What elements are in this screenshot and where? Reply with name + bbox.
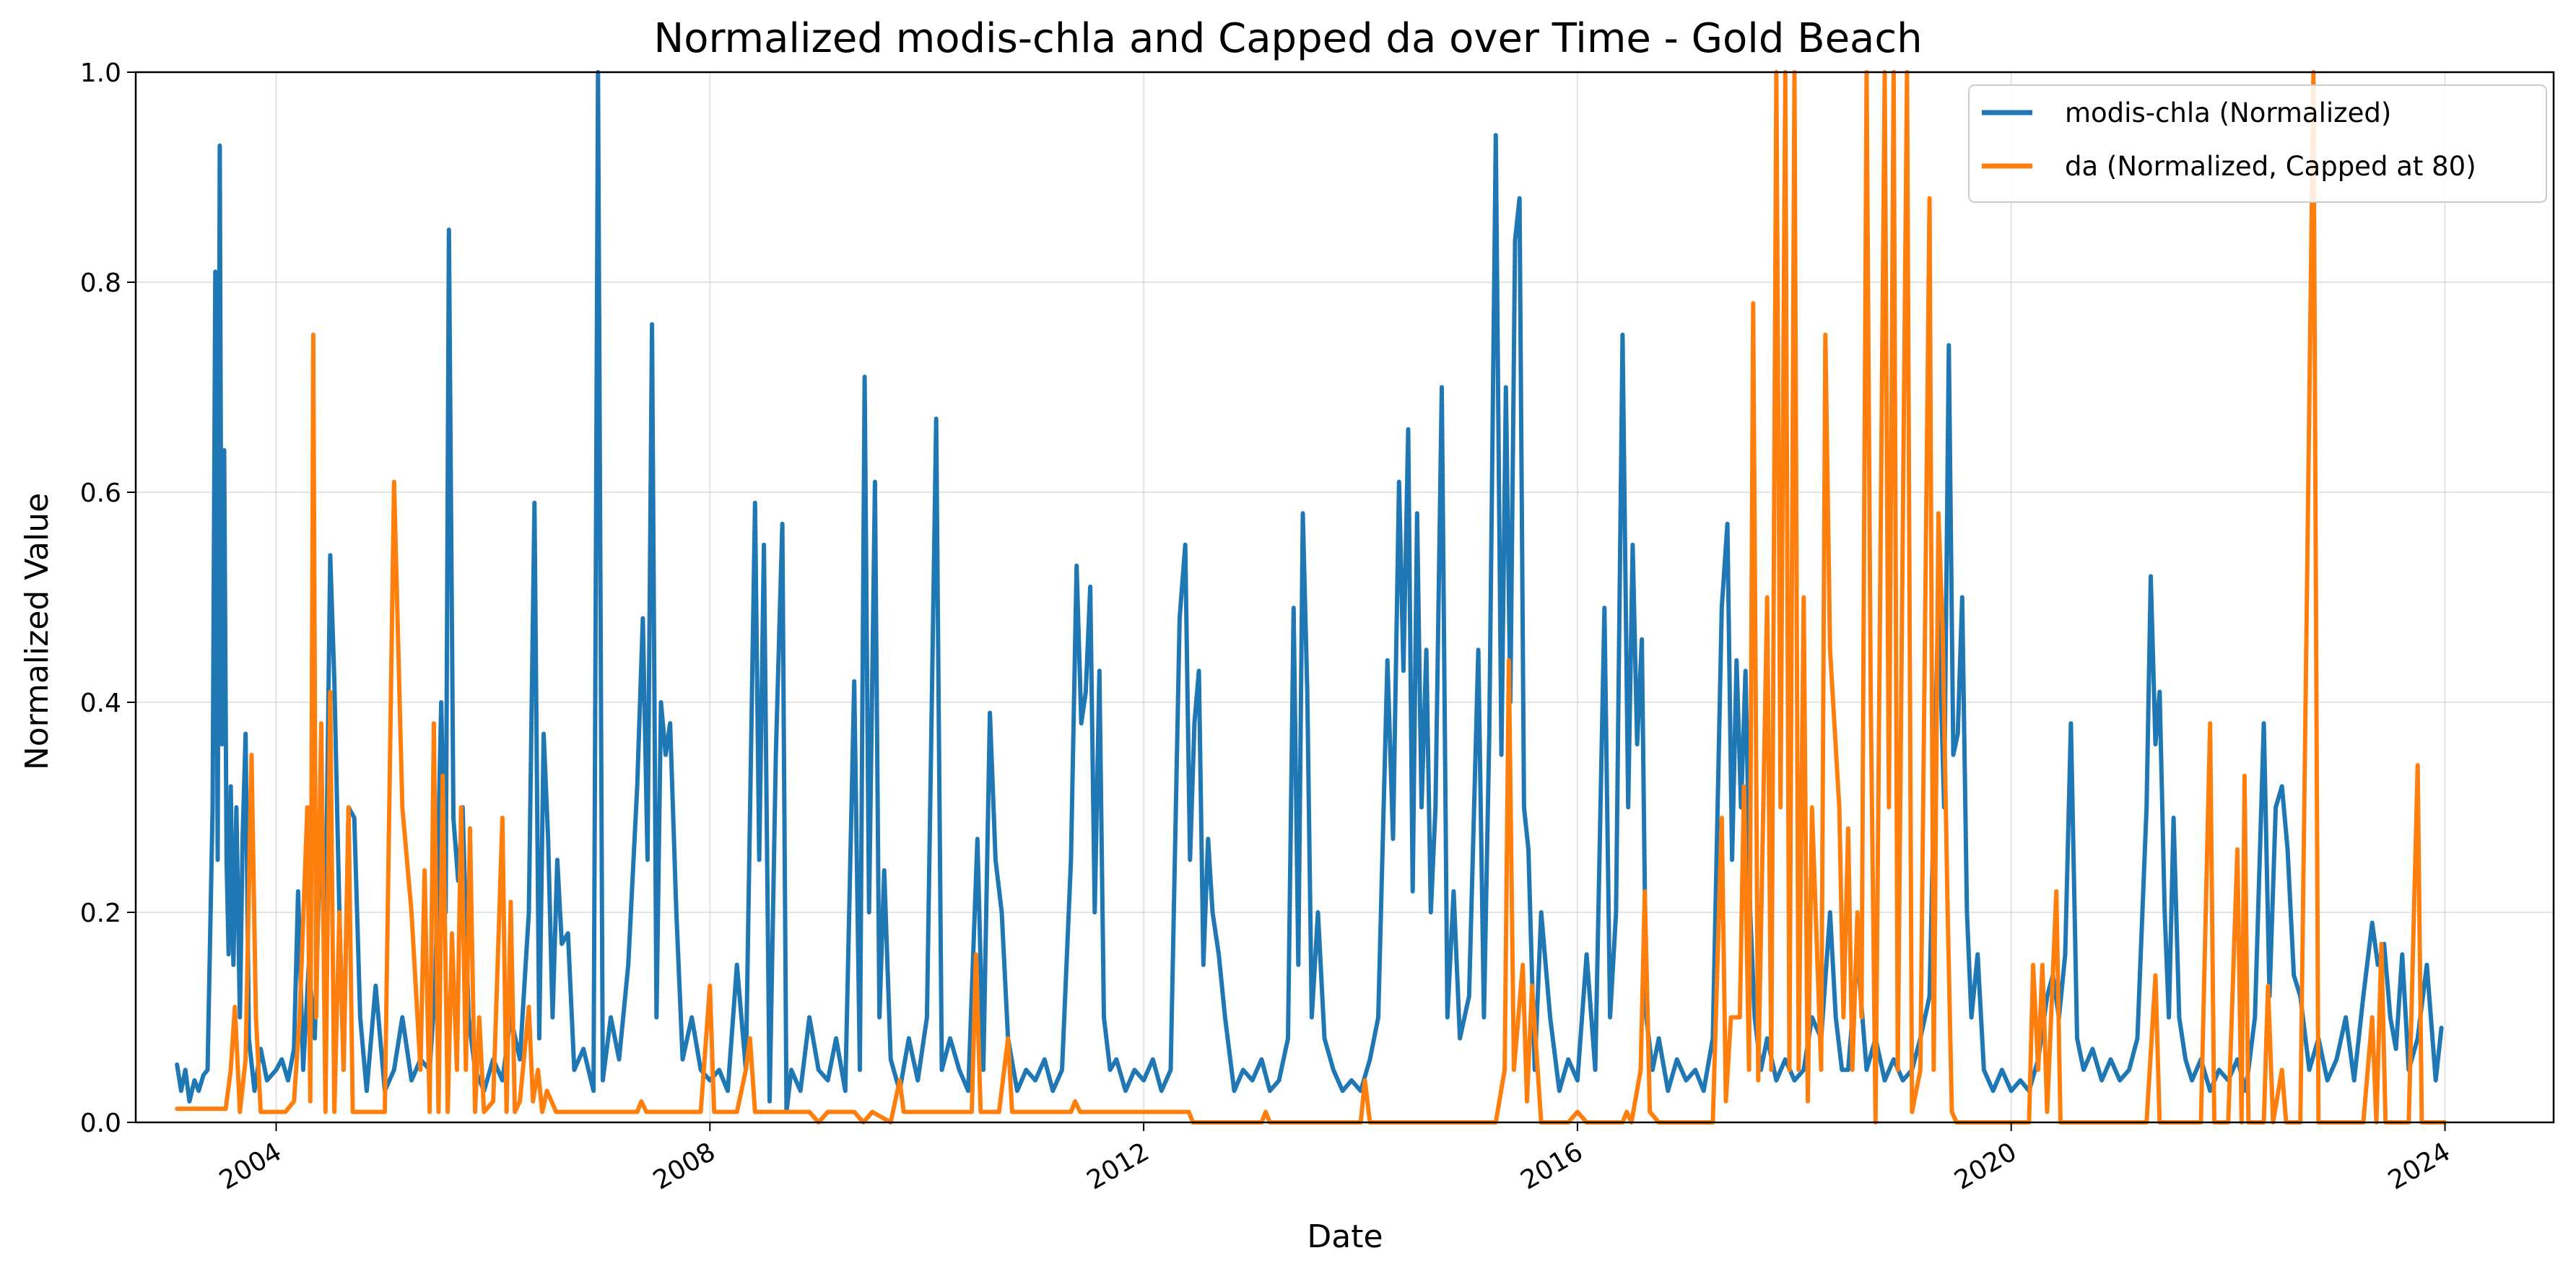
legend-box [1968, 84, 2547, 203]
y-tick-label: 0.2 [80, 899, 121, 928]
legend-label-da: da (Normalized, Capped at 80) [2065, 151, 2476, 182]
chart-title: Normalized modis-chla and Capped da over… [653, 15, 1922, 62]
y-tick-label: 0.8 [80, 269, 121, 298]
series-line-1 [175, 70, 2447, 1125]
y-axis-label: Normalized Value [19, 493, 56, 770]
y-tick-label: 0.0 [80, 1109, 121, 1138]
plot-frame [134, 71, 2555, 1124]
y-tick-label: 0.6 [80, 479, 121, 508]
x-axis-label: Date [1307, 1218, 1383, 1255]
y-tick-label: 0.4 [80, 689, 121, 718]
legend-label-modis-chla: modis-chla (Normalized) [2065, 97, 2391, 128]
series-layer [175, 70, 2447, 1125]
y-tick-label: 1.0 [80, 58, 121, 88]
legend: modis-chla (Normalized) da (Normalized, … [1968, 84, 2547, 203]
